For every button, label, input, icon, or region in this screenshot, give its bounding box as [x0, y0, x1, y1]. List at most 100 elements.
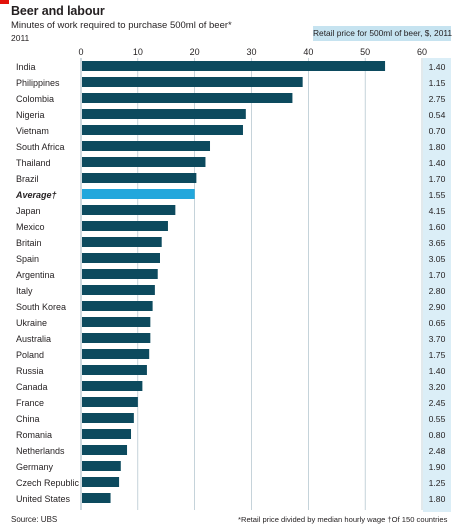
chart-subtitle: Minutes of work required to purchase 500…: [11, 20, 232, 31]
brand-red-tab: [0, 0, 9, 4]
retail-price-value: 1.75: [429, 350, 446, 360]
category-label: Mexico: [16, 222, 45, 232]
data-bar: [82, 461, 121, 471]
data-bar: [82, 493, 111, 503]
retail-price-value: 1.80: [429, 494, 446, 504]
data-bar: [82, 253, 160, 263]
retail-price-value: 3.20: [429, 382, 446, 392]
category-label: Colombia: [16, 94, 54, 104]
retail-price-value: 1.70: [429, 174, 446, 184]
retail-price-value: 1.80: [429, 142, 446, 152]
category-label: Romania: [16, 430, 52, 440]
data-bar: [82, 445, 128, 455]
data-bar: [82, 381, 143, 391]
category-label: Russia: [16, 366, 44, 376]
retail-price-value: 0.65: [429, 318, 446, 328]
source-note: Source: UBS: [11, 515, 58, 524]
data-bar: [82, 397, 138, 407]
price-column-header: Retail price for 500ml of beer, $, 2011: [313, 26, 452, 41]
category-label: Nigeria: [16, 110, 45, 120]
x-tick-label: 50: [360, 47, 370, 57]
category-label: Poland: [16, 350, 44, 360]
category-label: Ukraine: [16, 318, 47, 328]
category-label: Argentina: [16, 270, 55, 280]
retail-price-value: 4.15: [429, 206, 446, 216]
data-bar: [82, 365, 147, 375]
retail-price-value: 1.60: [429, 222, 446, 232]
retail-price-value: 1.70: [429, 270, 446, 280]
data-bar: [82, 157, 206, 167]
retail-price-value: 2.48: [429, 446, 446, 456]
category-label: Netherlands: [16, 446, 65, 456]
category-label: United States: [16, 494, 71, 504]
x-tick-label: 0: [78, 47, 83, 57]
retail-price-value: 2.90: [429, 302, 446, 312]
retail-price-value: 2.75: [429, 94, 446, 104]
retail-price-value: 1.25: [429, 478, 446, 488]
data-bar: [82, 109, 246, 119]
retail-price-value: 1.40: [429, 62, 446, 72]
data-bar: [82, 317, 151, 327]
retail-price-value: 1.40: [429, 366, 446, 376]
x-tick-label: 20: [190, 47, 200, 57]
category-label: Czech Republic: [16, 478, 80, 488]
retail-price-value: 2.45: [429, 398, 446, 408]
data-bar: [82, 221, 168, 231]
footnote: *Retail price divided by median hourly w…: [238, 515, 448, 524]
retail-price-value: 1.55: [429, 190, 446, 200]
data-bar: [82, 189, 195, 199]
retail-price-value: 2.80: [429, 286, 446, 296]
data-bar: [82, 93, 293, 103]
category-label: South Africa: [16, 142, 65, 152]
category-label: France: [16, 398, 44, 408]
price-column-background: [423, 58, 451, 512]
data-bar: [82, 77, 303, 87]
category-label: Britain: [16, 238, 42, 248]
data-bar: [82, 205, 176, 215]
retail-price-value: 3.70: [429, 334, 446, 344]
data-bar: [82, 301, 153, 311]
data-bar: [82, 141, 211, 151]
category-label: Thailand: [16, 158, 51, 168]
data-bar: [82, 237, 162, 247]
data-bar: [82, 125, 243, 135]
x-tick-label: 40: [303, 47, 313, 57]
chart-year: 2011: [11, 33, 30, 43]
category-label: Spain: [16, 254, 39, 264]
retail-price-value: 3.65: [429, 238, 446, 248]
data-bar: [82, 349, 150, 359]
x-tick-label: 60: [417, 47, 427, 57]
x-tick-label: 10: [133, 47, 143, 57]
retail-price-value: 3.05: [429, 254, 446, 264]
data-bar: [82, 173, 197, 183]
data-bar: [82, 333, 151, 343]
retail-price-value: 1.90: [429, 462, 446, 472]
retail-price-value: 0.54: [429, 110, 446, 120]
data-bar: [82, 61, 386, 71]
chart-title: Beer and labour: [11, 4, 105, 18]
retail-price-value: 0.80: [429, 430, 446, 440]
data-bar: [82, 413, 134, 423]
category-label: Italy: [16, 286, 33, 296]
data-bar: [82, 285, 155, 295]
category-label: China: [16, 414, 40, 424]
category-label: Canada: [16, 382, 48, 392]
category-label: Vietnam: [16, 126, 49, 136]
category-label: Japan: [16, 206, 41, 216]
x-tick-label: 30: [246, 47, 256, 57]
category-label: Germany: [16, 462, 54, 472]
category-label: South Korea: [16, 302, 66, 312]
retail-price-value: 1.40: [429, 158, 446, 168]
category-label: Australia: [16, 334, 51, 344]
data-bar: [82, 269, 158, 279]
category-label: Brazil: [16, 174, 39, 184]
retail-price-value: 0.70: [429, 126, 446, 136]
retail-price-value: 1.15: [429, 78, 446, 88]
category-label: Average†: [15, 190, 57, 200]
category-label: India: [16, 62, 36, 72]
category-label: Philippines: [16, 78, 60, 88]
retail-price-value: 0.55: [429, 414, 446, 424]
data-bar: [82, 477, 120, 487]
data-bar: [82, 429, 132, 439]
